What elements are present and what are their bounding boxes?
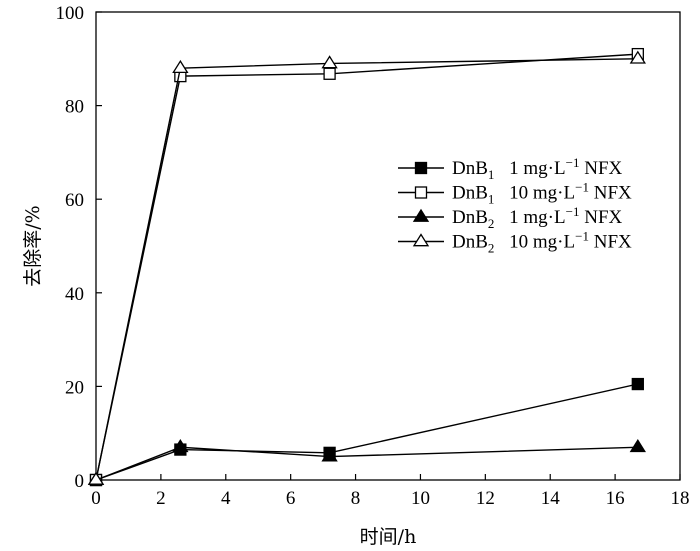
- data-point: [323, 67, 336, 80]
- legend-label-sup: −1: [575, 229, 589, 244]
- legend-item-3: DnB2 1 mg·L−1 NFX: [398, 204, 623, 231]
- legend-label-tail: NFX: [589, 183, 632, 204]
- data-point: [172, 59, 189, 74]
- data-point: [321, 448, 338, 462]
- series-line: [95, 53, 638, 481]
- data-point: [631, 377, 644, 391]
- y-axis-title: 去除率/%: [22, 205, 44, 286]
- x-tick-label: 12: [476, 488, 495, 509]
- x-tick-label: 16: [606, 488, 625, 509]
- y-tick-label: 80: [65, 97, 84, 118]
- x-axis-title: 时间/h: [360, 526, 417, 548]
- series-3: [87, 439, 646, 485]
- legend-label-sup: −1: [566, 204, 580, 219]
- y-tick-label: 60: [65, 190, 84, 211]
- legend-marker: [412, 208, 430, 222]
- legend-label-conc: 10 mg·L: [504, 232, 575, 253]
- legend-label-sub: 2: [488, 241, 495, 256]
- legend-label-base: DnB: [452, 183, 488, 204]
- data-point: [87, 471, 105, 485]
- x-tick-label: 4: [221, 488, 231, 509]
- data-point: [629, 439, 646, 453]
- y-tick-label: 40: [65, 284, 84, 305]
- legend-label-sub: 2: [488, 216, 495, 231]
- legend-marker: [414, 186, 428, 199]
- legend-label-conc: 1 mg·L: [504, 158, 565, 179]
- legend-label-conc: 10 mg·L: [504, 183, 575, 204]
- series-line: [95, 58, 638, 481]
- legend-label-sub: 1: [488, 192, 495, 207]
- x-tick-label: 2: [156, 488, 166, 509]
- legend-label: DnB1 10 mg·L−1 NFX: [452, 180, 632, 207]
- plot-frame: [95, 11, 681, 481]
- legend-item-2: DnB1 10 mg·L−1 NFX: [398, 180, 632, 207]
- x-tick-label: 0: [91, 488, 101, 509]
- legend-label-tail: NFX: [579, 207, 622, 228]
- legend-label: DnB2 10 mg·L−1 NFX: [452, 229, 632, 256]
- y-tick-label: 0: [75, 471, 85, 492]
- y-tick-label: 20: [65, 377, 84, 398]
- legend-item-4: DnB2 10 mg·L−1 NFX: [398, 229, 632, 256]
- legend-label-sup: −1: [566, 155, 580, 170]
- legend-marker: [412, 233, 430, 247]
- series-4: [87, 50, 646, 485]
- series-2: [89, 47, 644, 487]
- series-1: [89, 377, 644, 487]
- data-point: [629, 50, 646, 64]
- data-point: [172, 439, 189, 453]
- legend-label-base: DnB: [452, 232, 488, 253]
- x-tick-label: 8: [351, 488, 361, 509]
- legend-marker: [414, 161, 428, 175]
- legend-label-tail: NFX: [579, 158, 622, 179]
- legend-label-base: DnB: [452, 207, 488, 228]
- x-tick-label: 6: [286, 488, 296, 509]
- series-line: [95, 383, 638, 481]
- legend-label: DnB2 1 mg·L−1 NFX: [452, 204, 623, 231]
- x-tick-label: 14: [541, 488, 561, 509]
- x-tick-label: 10: [411, 488, 430, 509]
- legend-label: DnB1 1 mg·L−1 NFX: [452, 155, 623, 182]
- legend-label-tail: NFX: [589, 232, 632, 253]
- series-layer: [87, 47, 646, 487]
- x-tick-label: 18: [671, 488, 690, 509]
- legend-label-base: DnB: [452, 158, 488, 179]
- series-line: [95, 446, 638, 481]
- legend-label-sub: 1: [488, 167, 495, 182]
- legend-label-conc: 1 mg·L: [504, 207, 565, 228]
- data-point: [321, 55, 338, 69]
- legend-label-sup: −1: [575, 180, 589, 195]
- y-tick-label: 100: [56, 3, 85, 24]
- legend-item-1: DnB1 1 mg·L−1 NFX: [398, 155, 623, 182]
